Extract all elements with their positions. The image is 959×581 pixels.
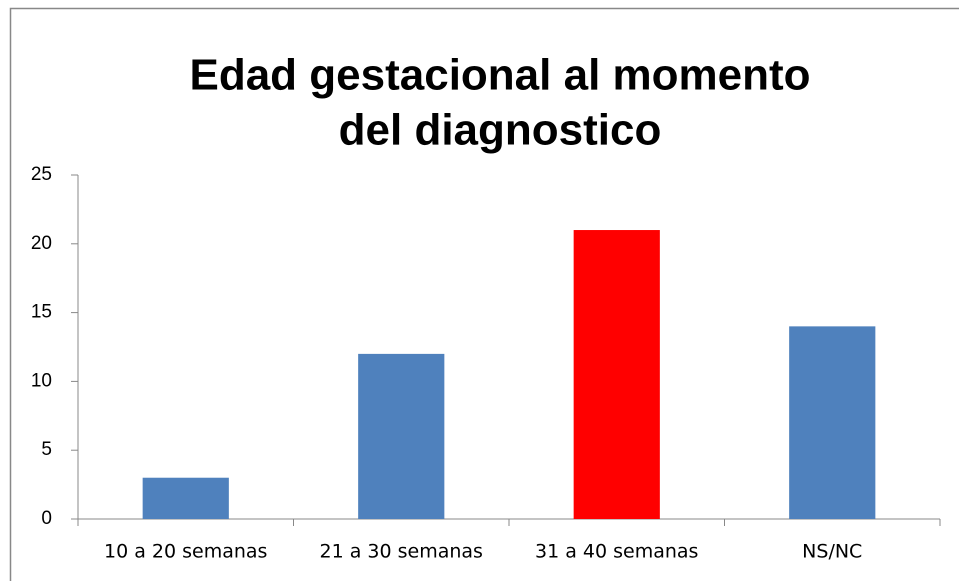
x-tick-label: 31 a 40 semanas xyxy=(535,541,698,563)
y-tick-label: 15 xyxy=(31,302,52,323)
bar xyxy=(142,477,229,519)
y-tick-label: 5 xyxy=(41,439,52,460)
y-tick-label: 10 xyxy=(31,370,52,391)
y-tick-label: 25 xyxy=(31,164,52,185)
x-tick-label: 21 a 30 semanas xyxy=(320,541,483,563)
chart-title: Edad gestacional al momento xyxy=(189,51,810,100)
y-tick-label: 0 xyxy=(41,508,52,529)
x-tick-label: 10 a 20 semanas xyxy=(104,541,267,563)
bar xyxy=(789,326,876,519)
y-tick-label: 20 xyxy=(31,233,52,254)
bar xyxy=(358,353,445,519)
bar xyxy=(573,230,660,520)
chart-title: del diagnostico xyxy=(339,106,662,155)
x-tick-label: NS/NC xyxy=(802,541,862,563)
